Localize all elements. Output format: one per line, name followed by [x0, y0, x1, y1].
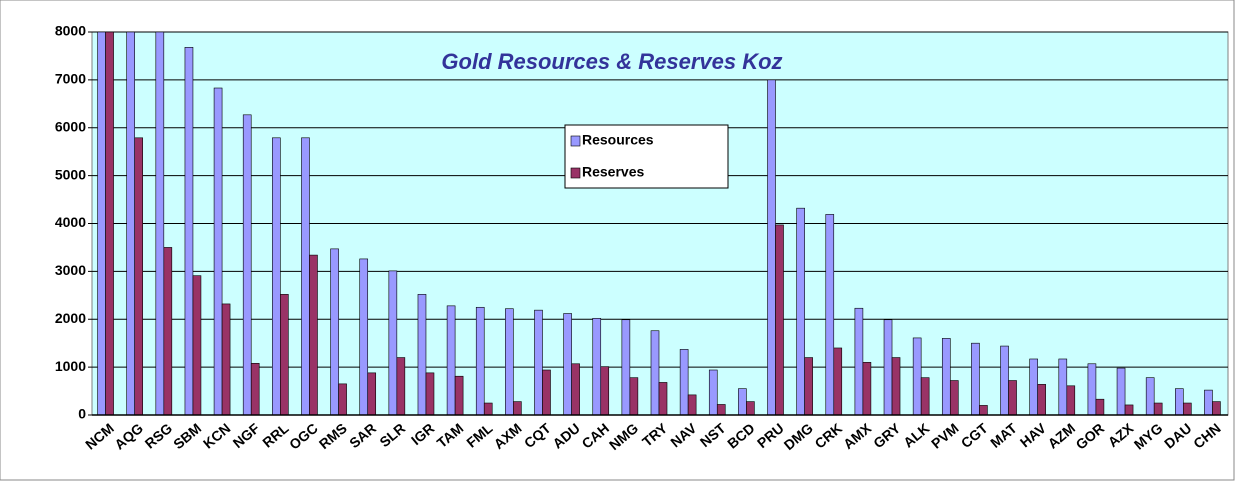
bar — [775, 224, 784, 415]
bar — [359, 258, 369, 415]
bar — [250, 362, 260, 415]
bar — [309, 254, 318, 415]
bar — [687, 394, 697, 415]
y-tick-label: 3000 — [55, 262, 86, 278]
bar — [650, 330, 660, 415]
bar — [1029, 358, 1038, 415]
bar — [767, 79, 776, 415]
bar — [542, 369, 551, 415]
bar — [1183, 402, 1192, 415]
bar — [1175, 388, 1184, 415]
bar — [1153, 402, 1163, 415]
y-tick-label: 6000 — [55, 118, 86, 134]
bar — [505, 308, 514, 415]
bar — [891, 357, 901, 415]
bar — [1066, 385, 1076, 415]
bar — [679, 349, 689, 415]
bar — [862, 362, 872, 415]
y-tick-label: 1000 — [55, 358, 86, 374]
bar — [949, 380, 959, 415]
bar — [920, 377, 930, 415]
bar — [163, 247, 173, 415]
bar — [1212, 401, 1221, 415]
bar — [272, 137, 281, 415]
bar — [475, 306, 485, 415]
bar — [155, 32, 165, 415]
bar — [1204, 389, 1213, 415]
y-tick-label: 8000 — [55, 23, 86, 39]
bar — [912, 337, 922, 415]
bar — [221, 303, 231, 415]
bar — [126, 32, 135, 415]
bar — [971, 342, 980, 415]
bar — [1124, 404, 1134, 415]
bar — [134, 137, 143, 415]
bar — [825, 214, 835, 415]
bar — [280, 294, 289, 415]
bar — [417, 294, 427, 415]
legend — [564, 124, 729, 189]
y-tick-label: 7000 — [55, 71, 86, 87]
bar — [629, 377, 639, 415]
bar — [483, 402, 493, 415]
bar — [534, 309, 543, 415]
bar — [330, 248, 339, 415]
legend-label: Resources — [582, 132, 654, 148]
bar — [192, 275, 202, 415]
bar — [883, 319, 893, 415]
bar — [184, 47, 194, 415]
bar — [367, 372, 377, 415]
bar — [738, 388, 747, 415]
bar — [941, 338, 951, 415]
bar — [425, 372, 435, 415]
bar — [301, 137, 310, 415]
legend-swatch — [570, 167, 581, 179]
bar — [979, 405, 988, 415]
bar — [105, 32, 114, 415]
bar — [1116, 367, 1126, 415]
bar — [388, 270, 398, 415]
bar — [97, 32, 106, 415]
bar — [1058, 358, 1068, 415]
bar — [708, 369, 718, 415]
bar — [592, 317, 602, 415]
bar — [1087, 363, 1097, 415]
bar — [796, 207, 805, 415]
y-tick-label: 4000 — [55, 214, 86, 230]
bar — [1145, 377, 1155, 415]
bar — [716, 404, 726, 415]
bar — [1008, 380, 1017, 415]
bar — [658, 382, 668, 415]
bar — [454, 375, 464, 415]
y-tick-label: 2000 — [55, 310, 86, 326]
bar — [746, 401, 755, 415]
bar — [1000, 345, 1009, 415]
y-tick-label: 0 — [78, 406, 86, 422]
bar — [571, 363, 580, 415]
bar — [854, 307, 864, 415]
bar — [804, 357, 813, 415]
chart-title: Gold Resources & Reserves Koz — [441, 49, 782, 74]
bar — [213, 87, 223, 415]
bar — [1095, 398, 1105, 415]
bar — [446, 305, 456, 415]
bar — [1037, 384, 1046, 415]
bar — [833, 347, 843, 415]
legend-label: Reserves — [582, 164, 644, 180]
bar — [600, 366, 610, 415]
bar — [396, 357, 406, 415]
bar — [338, 383, 347, 415]
y-tick-label: 5000 — [55, 166, 86, 182]
bar — [242, 114, 252, 415]
bar — [563, 313, 572, 415]
bar — [513, 401, 522, 415]
bar — [621, 319, 631, 415]
legend-swatch — [570, 135, 581, 147]
